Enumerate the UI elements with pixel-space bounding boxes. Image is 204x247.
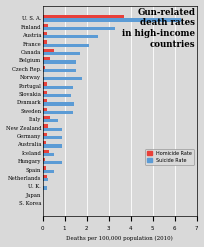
Bar (43, 149, 49, 153)
Bar (43, 43, 89, 47)
Bar (43, 57, 50, 60)
Bar (43, 52, 80, 55)
Bar (43, 161, 62, 164)
Bar (43, 141, 46, 144)
Text: Gun-related
death rates
in high-income
countries: Gun-related death rates in high-income c… (122, 8, 195, 49)
Bar (43, 82, 47, 85)
Bar (43, 144, 62, 147)
Bar (43, 175, 47, 178)
Bar (43, 127, 62, 131)
Bar (43, 124, 48, 127)
Bar (43, 119, 58, 122)
Bar (43, 99, 47, 102)
Legend: Homicide Rate, Suicide Rate: Homicide Rate, Suicide Rate (145, 149, 194, 165)
Bar (43, 85, 73, 89)
Bar (43, 116, 51, 119)
Bar (43, 69, 76, 72)
Bar (43, 40, 47, 43)
Bar (43, 102, 74, 105)
Bar (43, 35, 98, 38)
Bar (43, 77, 82, 80)
Bar (43, 23, 48, 27)
Bar (43, 133, 47, 136)
Bar (43, 107, 47, 111)
Bar (43, 186, 47, 189)
Bar (43, 18, 181, 21)
Bar (43, 32, 47, 35)
Bar (43, 94, 71, 97)
Bar (43, 169, 54, 173)
Bar (43, 111, 73, 114)
Bar (43, 178, 48, 181)
Bar (43, 153, 54, 156)
Bar (43, 166, 46, 169)
Bar (43, 60, 76, 63)
Bar (43, 158, 44, 161)
Bar (43, 136, 62, 139)
Bar (43, 15, 124, 18)
Bar (43, 91, 47, 94)
Bar (43, 49, 54, 52)
Bar (43, 27, 115, 30)
X-axis label: Deaths per 100,000 population (2010): Deaths per 100,000 population (2010) (66, 236, 173, 242)
Bar (43, 65, 45, 69)
